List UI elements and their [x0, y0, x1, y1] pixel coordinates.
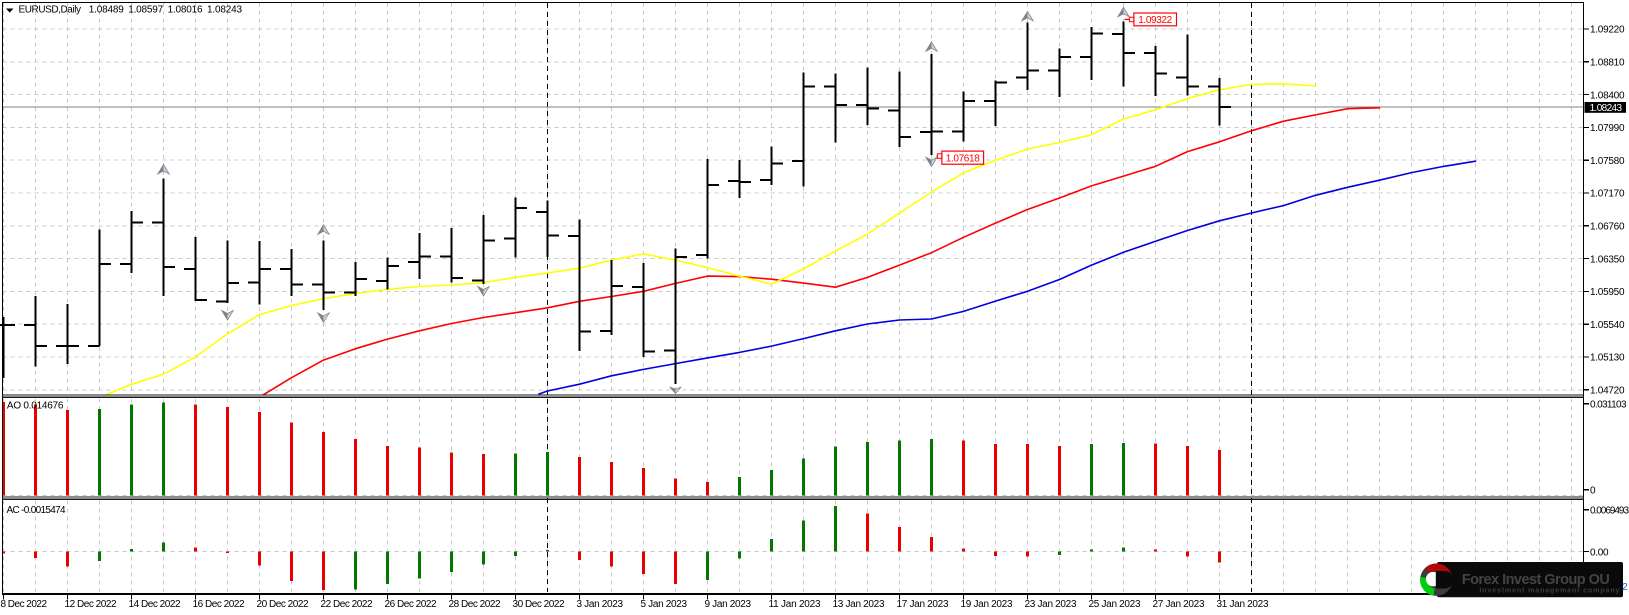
svg-text:0: 0 [1590, 486, 1596, 497]
svg-text:19 Jan 2023: 19 Jan 2023 [961, 599, 1013, 610]
svg-text:14 Dec 2022: 14 Dec 2022 [129, 599, 181, 610]
svg-text:1.08400: 1.08400 [1590, 90, 1625, 101]
svg-text:0.0069493: 0.0069493 [1590, 506, 1629, 517]
svg-text:22 Dec 2022: 22 Dec 2022 [321, 599, 373, 610]
svg-text:1.08597: 1.08597 [128, 4, 163, 15]
svg-text:0.00: 0.00 [1590, 547, 1609, 558]
svg-text:17 Jan 2023: 17 Jan 2023 [897, 599, 949, 610]
svg-text:AC -0.0015474: AC -0.0015474 [7, 505, 66, 516]
svg-text:2: 2 [1622, 581, 1628, 593]
svg-text:AO 0.014676: AO 0.014676 [7, 401, 64, 412]
svg-text:1.07170: 1.07170 [1590, 189, 1625, 200]
svg-text:0.031103: 0.031103 [1590, 399, 1627, 410]
svg-text:1.08243: 1.08243 [207, 4, 242, 15]
svg-text:27 Jan 2023: 27 Jan 2023 [1153, 599, 1205, 610]
svg-text:Investment management company: Investment management company [1479, 586, 1619, 595]
svg-text:1.07580: 1.07580 [1590, 156, 1625, 167]
svg-text:Forex Invest Group OU: Forex Invest Group OU [1462, 572, 1610, 588]
svg-text:13 Jan 2023: 13 Jan 2023 [833, 599, 885, 610]
svg-text:20 Dec 2022: 20 Dec 2022 [257, 599, 309, 610]
svg-text:5 Jan 2023: 5 Jan 2023 [641, 599, 688, 610]
svg-text:EURUSD,Daily: EURUSD,Daily [19, 4, 82, 15]
svg-text:1.05950: 1.05950 [1590, 287, 1625, 298]
svg-text:1.07990: 1.07990 [1590, 123, 1625, 134]
svg-text:11 Jan 2023: 11 Jan 2023 [769, 599, 821, 610]
svg-text:9 Jan 2023: 9 Jan 2023 [705, 599, 752, 610]
svg-text:26 Dec 2022: 26 Dec 2022 [385, 599, 437, 610]
svg-text:1.06350: 1.06350 [1590, 254, 1625, 265]
svg-text:1.09322: 1.09322 [1138, 15, 1172, 26]
svg-text:1.09220: 1.09220 [1590, 25, 1625, 36]
svg-text:1.08243: 1.08243 [1590, 103, 1623, 114]
svg-text:1.08810: 1.08810 [1590, 58, 1625, 69]
svg-text:1.05540: 1.05540 [1590, 320, 1625, 331]
svg-text:1.08489: 1.08489 [89, 4, 124, 15]
svg-text:1.04720: 1.04720 [1590, 386, 1625, 397]
svg-text:31 Jan 2023: 31 Jan 2023 [1217, 599, 1269, 610]
svg-text:3 Jan 2023: 3 Jan 2023 [577, 599, 624, 610]
svg-text:23 Jan 2023: 23 Jan 2023 [1025, 599, 1077, 610]
svg-text:1.08016: 1.08016 [168, 4, 203, 15]
svg-text:1.05130: 1.05130 [1590, 353, 1625, 364]
svg-text:8 Dec 2022: 8 Dec 2022 [1, 599, 48, 610]
svg-text:25 Jan 2023: 25 Jan 2023 [1089, 599, 1141, 610]
svg-text:1.07618: 1.07618 [946, 153, 980, 164]
svg-text:16 Dec 2022: 16 Dec 2022 [193, 599, 245, 610]
svg-text:12 Dec 2022: 12 Dec 2022 [65, 599, 117, 610]
svg-text:30 Dec 2022: 30 Dec 2022 [513, 599, 565, 610]
svg-text:1.06760: 1.06760 [1590, 222, 1625, 233]
svg-text:28 Dec 2022: 28 Dec 2022 [449, 599, 501, 610]
